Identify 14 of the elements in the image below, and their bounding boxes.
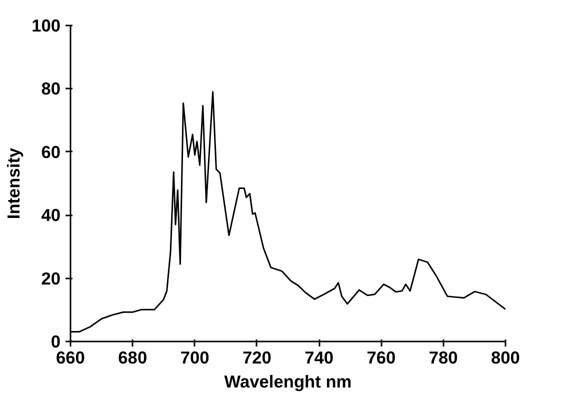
x-tick-label: 700 bbox=[180, 348, 210, 368]
y-tick-label: 40 bbox=[41, 205, 61, 226]
x-tick-label: 680 bbox=[118, 348, 148, 368]
x-tick-label: 740 bbox=[304, 348, 334, 368]
y-axis-title: Intensity bbox=[4, 148, 24, 220]
y-tick-label: 100 bbox=[32, 16, 61, 36]
x-tick-label: 760 bbox=[366, 348, 396, 368]
x-tick-label: 780 bbox=[428, 348, 458, 368]
y-tick-label: 60 bbox=[41, 142, 61, 162]
x-axis-title: Wavelenght nm bbox=[224, 372, 352, 392]
y-tick-label: 80 bbox=[41, 78, 61, 99]
x-tick-label: 720 bbox=[242, 348, 272, 368]
y-tick-label: 20 bbox=[41, 268, 61, 288]
x-tick-label: 800 bbox=[491, 348, 520, 368]
